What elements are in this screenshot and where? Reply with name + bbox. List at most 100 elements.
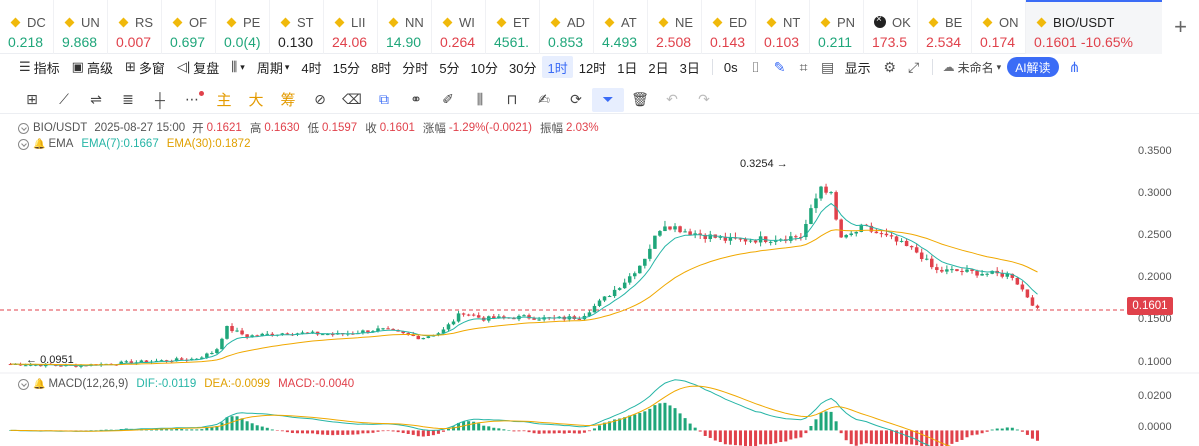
ticker-tab[interactable]: PE 0.0(4) <box>216 0 270 54</box>
horizontal-line-icon[interactable]: ┼ <box>155 91 165 108</box>
ticker-tab[interactable]: ED 0.143 <box>702 0 756 54</box>
candle-body <box>884 233 889 236</box>
collapse-icon[interactable] <box>18 138 29 150</box>
collapse-icon[interactable] <box>18 378 29 390</box>
candle-body <box>305 332 310 334</box>
share-icon[interactable]: ⋔ <box>1068 58 1081 75</box>
period-option[interactable]: 10分 <box>470 60 499 76</box>
large-order-tool[interactable]: 大 <box>248 92 264 109</box>
bell-icon[interactable]: 🔔 <box>33 378 46 390</box>
layout-selector[interactable]: ☁ 未命名 ▾ <box>942 60 1002 75</box>
period-option[interactable]: 1日 <box>617 60 638 76</box>
ticker-tab[interactable]: OF 0.697 <box>162 0 216 54</box>
ticker-tab[interactable]: UN 9.868 <box>54 0 108 54</box>
ticker-tab[interactable]: NN 14.90 <box>378 0 432 54</box>
ticker-tab[interactable]: BE 2.534 <box>918 0 972 54</box>
ticker-tab-active[interactable]: BIO/USDT 0.1601 -10.65% <box>1026 0 1184 54</box>
macd-bar <box>300 430 305 434</box>
coin-icon <box>442 17 453 27</box>
pencil-icon[interactable]: ✎ <box>773 58 786 75</box>
magnet-icon[interactable]: ⊘ <box>314 91 326 107</box>
chart-type-button[interactable]: ⫼ ▾ <box>226 56 250 78</box>
camera-icon[interactable]: ⌷ <box>751 58 760 75</box>
zero-seconds-button[interactable]: 0s <box>723 59 738 75</box>
coin-icon <box>874 14 886 28</box>
fibonacci-icon[interactable]: ≣ <box>122 91 134 107</box>
period-option[interactable]: 3日 <box>679 60 700 76</box>
add-tab-button[interactable]: + <box>1162 0 1199 54</box>
ai-interpret-button[interactable]: AI解读 <box>1007 57 1059 77</box>
ticker-tab[interactable]: ON 0.174 <box>972 0 1026 54</box>
price-chart[interactable]: BIO/USDT 2025-08-27 15:00 开 0.1621 高 0.163… <box>0 116 1199 446</box>
ticker-tab[interactable]: DC 0.218 <box>0 0 54 54</box>
filter-icon[interactable]: ⏷ <box>592 87 624 112</box>
fullscreen-icon[interactable]: ⤢ <box>908 58 920 75</box>
lock-icon[interactable]: ⊓ <box>506 91 518 107</box>
undo-icon[interactable]: ↶ <box>666 91 678 107</box>
ticker-tab[interactable]: NT 0.103 <box>756 0 810 54</box>
macd-bar <box>869 430 873 444</box>
trash-icon[interactable]: 🗑 <box>631 91 649 107</box>
ticker-symbol: PN <box>818 14 863 30</box>
ticker-tab[interactable]: OK 173.5 <box>864 0 918 54</box>
candle-body <box>371 331 375 333</box>
ticker-tab[interactable]: WI 0.264 <box>432 0 486 54</box>
ticker-tab[interactable]: AD 0.853 <box>540 0 594 54</box>
trend-line-icon[interactable]: ⟋ <box>59 91 69 107</box>
more-tools-icon[interactable]: ⋯ <box>176 88 208 112</box>
period-option[interactable]: 2日 <box>648 60 669 76</box>
ticker-tab[interactable]: NE 2.508 <box>648 0 702 54</box>
parallel-channel-icon[interactable]: ⇌ <box>90 91 102 107</box>
ticker-tab[interactable]: ET 4561. <box>486 0 540 54</box>
multi-window-button[interactable]: ⊞ 多窗 <box>124 59 165 76</box>
crop-icon[interactable]: ⌗ <box>799 58 808 75</box>
macd-bar <box>990 429 994 431</box>
ticker-tab[interactable]: AT 4.493 <box>594 0 648 54</box>
template-icon[interactable]: ▤ <box>821 58 835 75</box>
period-option[interactable]: 4时 <box>301 60 322 76</box>
macd-bar <box>834 421 838 431</box>
macd-bar <box>985 430 989 432</box>
link-icon[interactable]: ⚭ <box>410 91 422 107</box>
collapse-icon[interactable] <box>18 122 29 134</box>
toolbar-divider <box>711 59 713 75</box>
main-force-tool[interactable]: 主 <box>216 92 232 109</box>
copy-icon[interactable]: ⧉ <box>379 91 389 107</box>
macd-bar <box>240 418 244 431</box>
chips-tool[interactable]: 筹 <box>280 92 296 109</box>
gear-icon[interactable]: ⚙ <box>883 58 896 75</box>
macd-bar <box>713 430 717 441</box>
display-button[interactable]: 显示 <box>844 60 871 76</box>
period-option[interactable]: 1时 <box>542 56 573 78</box>
period-option[interactable]: 15分 <box>332 60 361 76</box>
ticker-tab[interactable]: LII 24.06 <box>324 0 378 54</box>
cycle-icon[interactable]: ⟳ <box>570 91 582 107</box>
crosshair-icon[interactable]: ⊞ <box>26 91 38 107</box>
ticker-tab[interactable]: RS 0.007 <box>108 0 162 54</box>
eraser-icon[interactable]: ⌫ <box>342 91 362 107</box>
replay-button[interactable]: ◁| 复盘 <box>176 59 220 76</box>
redo-icon[interactable]: ↷ <box>698 91 710 107</box>
indicators-button[interactable]: ☰ 指标 <box>19 59 60 76</box>
candle-body <box>632 273 637 277</box>
ticker-price: 0.174 <box>980 34 1016 50</box>
bell-icon[interactable]: 🔔 <box>33 138 46 150</box>
period-option[interactable]: 分时 <box>402 60 429 76</box>
period-dropdown[interactable]: 周期 ▾ <box>256 60 290 76</box>
candle-body <box>627 276 632 283</box>
period-option[interactable]: 30分 <box>509 60 537 76</box>
ticker-tab[interactable]: PN 0.211 <box>810 0 864 54</box>
advanced-button[interactable]: ▣ 高级 <box>71 59 113 76</box>
candle-body <box>461 313 466 315</box>
period-option[interactable]: 5分 <box>439 60 460 76</box>
candle-body <box>763 236 768 242</box>
period-option[interactable]: 8时 <box>371 60 392 76</box>
note-icon[interactable]: ✍ <box>538 91 550 107</box>
ticker-tab[interactable]: ST 0.130 <box>270 0 324 54</box>
candle-body <box>622 282 627 289</box>
chart-canvas[interactable] <box>0 116 1199 446</box>
brush-icon[interactable]: ✐ <box>442 91 454 107</box>
ticker-symbol: LII <box>332 14 377 30</box>
period-option[interactable]: 12时 <box>578 60 607 76</box>
bars-icon[interactable]: ⫼ <box>476 91 484 107</box>
